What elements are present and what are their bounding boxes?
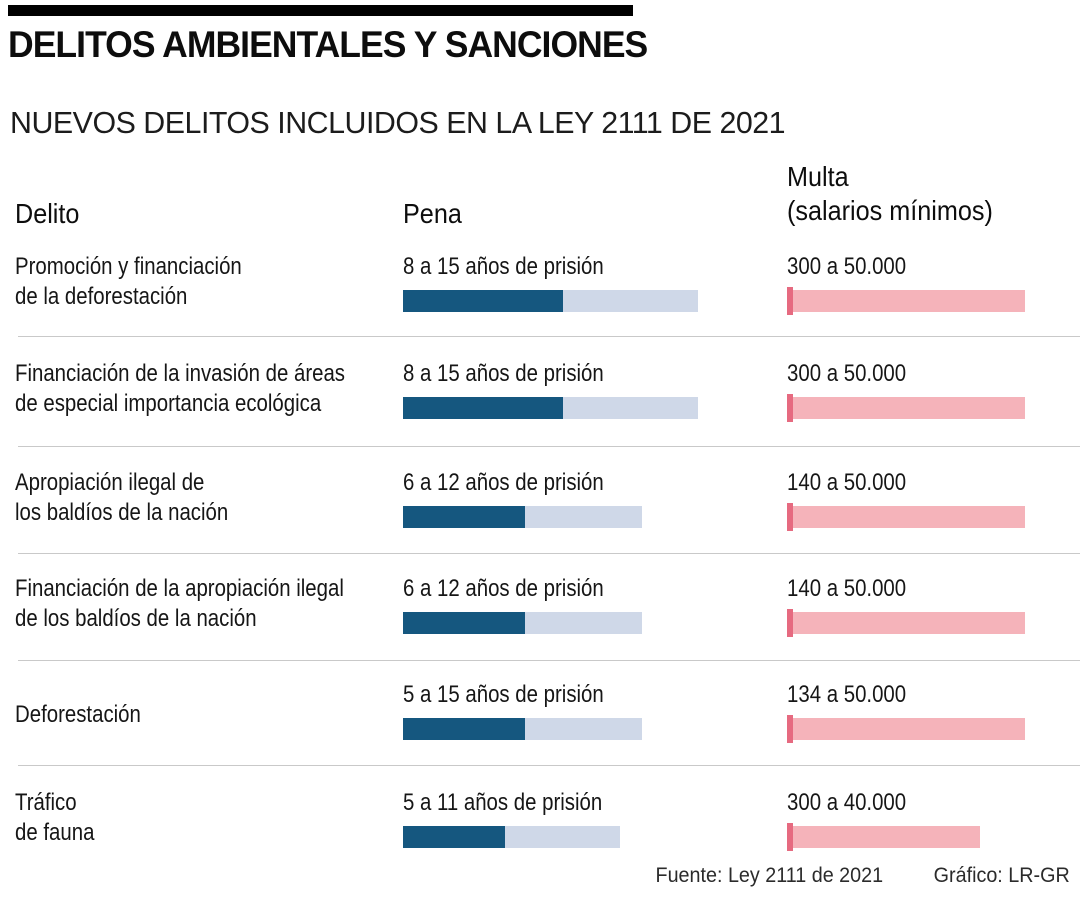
pena-bar-max-segment [563,397,698,419]
page-subtitle: NUEVOS DELITOS INCLUIDOS EN LA LEY 2111 … [10,105,786,140]
multa-cell: 140 a 50.000 [787,574,1067,637]
pena-range-label: 8 a 15 años de prisión [403,253,604,280]
delito-cell: Apropiación ilegal de los baldíos de la … [15,468,400,528]
delito-label-line2: de los baldíos de la nación [15,605,257,632]
pena-cell: 8 a 15 años de prisión [403,252,733,312]
pena-bar [403,612,733,634]
multa-range-label: 300 a 50.000 [787,253,907,280]
multa-min-marker-icon [787,394,793,422]
delito-cell: Promoción y financiación de la deforesta… [15,252,400,312]
pena-bar-min-segment [403,612,525,634]
pena-range-label: 5 a 11 años de prisión [403,789,603,816]
table-row: Deforestación 5 a 15 años de prisión 134… [0,661,1080,766]
multa-min-marker-icon [787,715,793,743]
multa-bar [787,503,1067,531]
column-header-pena: Pena [403,198,462,229]
pena-cell: 5 a 15 años de prisión [403,680,733,740]
pena-bar-max-segment [525,718,642,740]
top-accent-bar [8,5,633,16]
multa-bar [787,287,1067,315]
multa-range-label: 300 a 40.000 [787,789,907,816]
column-header-multa: Multa (salarios mínimos) [787,160,1016,228]
multa-bar [787,609,1067,637]
page-title: DELITOS AMBIENTALES Y SANCIONES [8,24,648,65]
multa-bar-range-segment [793,506,1025,528]
multa-bar-range-segment [793,718,1025,740]
multa-min-marker-icon [787,503,793,531]
pena-bar-min-segment [403,506,525,528]
delito-label-line1: Financiación de la apropiación ilegal [15,575,344,602]
multa-bar-range-segment [793,397,1025,419]
credit-note: Gráfico: LR-GR [933,864,1070,887]
pena-bar-max-segment [505,826,620,848]
table-row: Tráfico de fauna 5 a 11 años de prisión … [0,766,1080,870]
table-row: Promoción y financiación de la deforesta… [0,240,1080,337]
delito-cell: Financiación de la invasión de áreas de … [15,359,400,419]
delito-label-line1: Promoción y financiación [15,253,242,280]
pena-bar-min-segment [403,290,563,312]
multa-min-marker-icon [787,609,793,637]
pena-bar [403,290,733,312]
multa-range-label: 140 a 50.000 [787,469,907,496]
multa-bar-range-segment [793,612,1025,634]
multa-cell: 140 a 50.000 [787,468,1067,531]
multa-cell: 134 a 50.000 [787,680,1067,743]
table-row: Financiación de la invasión de áreas de … [0,337,1080,447]
delito-label-line1: Tráfico [15,789,77,816]
pena-bar-min-segment [403,826,505,848]
column-header-delito: Delito [15,198,80,229]
delito-label-line2: de fauna [15,819,95,846]
multa-cell: 300 a 50.000 [787,252,1067,315]
multa-range-label: 140 a 50.000 [787,575,907,602]
crimes-table: Promoción y financiación de la deforesta… [0,240,1080,870]
pena-bar-max-segment [525,612,642,634]
delito-label-line2: de especial importancia ecológica [15,390,322,417]
multa-min-marker-icon [787,287,793,315]
pena-bar [403,506,733,528]
pena-range-label: 8 a 15 años de prisión [403,360,604,387]
pena-bar-max-segment [525,506,642,528]
column-header-multa-line2: (salarios mínimos) [787,195,993,226]
multa-cell: 300 a 40.000 [787,788,1067,851]
delito-label-line1: Deforestación [15,701,141,728]
delito-cell: Tráfico de fauna [15,788,400,848]
multa-bar-range-segment [793,826,980,848]
pena-bar [403,397,733,419]
multa-min-marker-icon [787,823,793,851]
pena-cell: 8 a 15 años de prisión [403,359,733,419]
pena-bar [403,718,733,740]
delito-label-line1: Apropiación ilegal de [15,469,205,496]
column-header-multa-line1: Multa [787,161,849,192]
pena-range-label: 6 a 12 años de prisión [403,469,604,496]
source-note: Fuente: Ley 2111 de 2021 [655,864,884,887]
pena-range-label: 5 a 15 años de prisión [403,681,604,708]
multa-bar [787,394,1067,422]
delito-label-line2: de la deforestación [15,283,188,310]
multa-range-label: 134 a 50.000 [787,681,907,708]
delito-label-line2: los baldíos de la nación [15,499,229,526]
multa-bar [787,715,1067,743]
pena-cell: 6 a 12 años de prisión [403,468,733,528]
pena-bar-max-segment [563,290,698,312]
multa-bar [787,823,1067,851]
pena-cell: 6 a 12 años de prisión [403,574,733,634]
table-row: Apropiación ilegal de los baldíos de la … [0,447,1080,554]
multa-range-label: 300 a 50.000 [787,360,907,387]
footer: Fuente: Ley 2111 de 2021 Gráfico: LR-GR [641,864,1070,888]
pena-bar-min-segment [403,397,563,419]
multa-cell: 300 a 50.000 [787,359,1067,422]
multa-bar-range-segment [793,290,1025,312]
delito-cell: Deforestación [15,700,400,730]
table-row: Financiación de la apropiación ilegal de… [0,554,1080,661]
pena-bar [403,826,733,848]
pena-bar-min-segment [403,718,525,740]
pena-range-label: 6 a 12 años de prisión [403,575,604,602]
delito-cell: Financiación de la apropiación ilegal de… [15,574,400,634]
delito-label-line1: Financiación de la invasión de áreas [15,360,346,387]
pena-cell: 5 a 11 años de prisión [403,788,733,848]
